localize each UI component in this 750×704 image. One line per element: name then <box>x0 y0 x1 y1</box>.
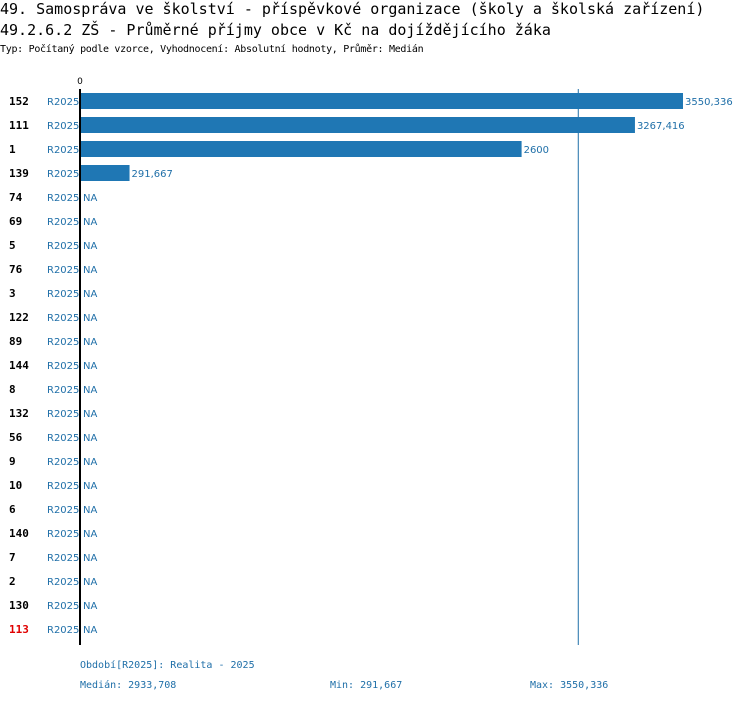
value-label: 3267,416 <box>637 121 685 132</box>
footer-max: Max: 3550,336 <box>530 680 609 691</box>
value-label: NA <box>83 505 97 516</box>
series-label: R2025 <box>47 601 79 612</box>
series-label: R2025 <box>47 97 79 108</box>
value-label: NA <box>83 241 97 252</box>
value-label: 2600 <box>524 145 549 156</box>
bar <box>80 165 130 181</box>
category-label: 69 <box>9 215 22 228</box>
category-label: 139 <box>9 167 29 180</box>
category-label: 132 <box>9 407 29 420</box>
chart-type-info: Typ: Počítaný podle vzorce, Vyhodnocení:… <box>0 44 424 55</box>
category-label: 144 <box>9 359 29 372</box>
category-label: 122 <box>9 311 29 324</box>
series-label: R2025 <box>47 481 79 492</box>
category-label: 111 <box>9 119 29 132</box>
category-label: 8 <box>9 383 16 396</box>
value-label: NA <box>83 481 97 492</box>
bar <box>80 117 635 133</box>
value-label: NA <box>83 529 97 540</box>
category-label: 3 <box>9 287 16 300</box>
series-label: R2025 <box>47 553 79 564</box>
series-label: R2025 <box>47 433 79 444</box>
value-label: 291,667 <box>132 169 173 180</box>
series-label: R2025 <box>47 457 79 468</box>
category-label: 2 <box>9 575 16 588</box>
category-label: 130 <box>9 599 29 612</box>
category-label: 152 <box>9 95 29 108</box>
footer-period: Období[R2025]: Realita - 2025 <box>80 660 255 671</box>
category-label: 74 <box>9 191 23 204</box>
value-label: NA <box>83 337 97 348</box>
category-label: 7 <box>9 551 16 564</box>
footer-median: Medián: 2933,708 <box>80 680 177 691</box>
value-label: 3550,336 <box>685 97 733 108</box>
series-label: R2025 <box>47 385 79 396</box>
value-label: NA <box>83 385 97 396</box>
series-label: R2025 <box>47 625 79 636</box>
value-label: NA <box>83 361 97 372</box>
series-label: R2025 <box>47 529 79 540</box>
category-label: 113 <box>9 623 29 636</box>
value-label: NA <box>83 289 97 300</box>
series-label: R2025 <box>47 505 79 516</box>
category-label: 140 <box>9 527 29 540</box>
chart-title: 49. Samospráva ve školství - příspěvkové… <box>0 0 705 18</box>
value-label: NA <box>83 433 97 444</box>
footer-min: Min: 291,667 <box>330 680 403 691</box>
chart-subtitle: 49.2.6.2 ZŠ - Průměrné příjmy obce v Kč … <box>0 21 551 39</box>
value-label: NA <box>83 217 97 228</box>
category-label: 89 <box>9 335 22 348</box>
value-label: NA <box>83 601 97 612</box>
category-label: 56 <box>9 431 23 444</box>
bar <box>80 141 522 157</box>
value-label: NA <box>83 313 97 324</box>
series-label: R2025 <box>47 265 79 276</box>
category-label: 1 <box>9 143 16 156</box>
series-label: R2025 <box>47 169 79 180</box>
series-label: R2025 <box>47 193 79 204</box>
value-label: NA <box>83 625 97 636</box>
category-label: 6 <box>9 503 16 516</box>
series-label: R2025 <box>47 121 79 132</box>
category-label: 5 <box>9 239 16 252</box>
value-label: NA <box>83 553 97 564</box>
category-label: 76 <box>9 263 23 276</box>
series-label: R2025 <box>47 577 79 588</box>
series-label: R2025 <box>47 361 79 372</box>
series-label: R2025 <box>47 145 79 156</box>
value-label: NA <box>83 265 97 276</box>
series-label: R2025 <box>47 217 79 228</box>
series-label: R2025 <box>47 313 79 324</box>
series-label: R2025 <box>47 337 79 348</box>
bar-chart: 0 152 R2025 3550,336 111 R2025 3267,416 1 R2025 2… <box>9 77 733 645</box>
series-label: R2025 <box>47 289 79 300</box>
category-label: 10 <box>9 479 22 492</box>
category-label: 9 <box>9 455 16 468</box>
value-label: NA <box>83 577 97 588</box>
value-label: NA <box>83 409 97 420</box>
value-label: NA <box>83 193 97 204</box>
series-label: R2025 <box>47 241 79 252</box>
value-label: NA <box>83 457 97 468</box>
bar <box>80 93 683 109</box>
x-tick-label: 0 <box>77 77 83 87</box>
series-label: R2025 <box>47 409 79 420</box>
